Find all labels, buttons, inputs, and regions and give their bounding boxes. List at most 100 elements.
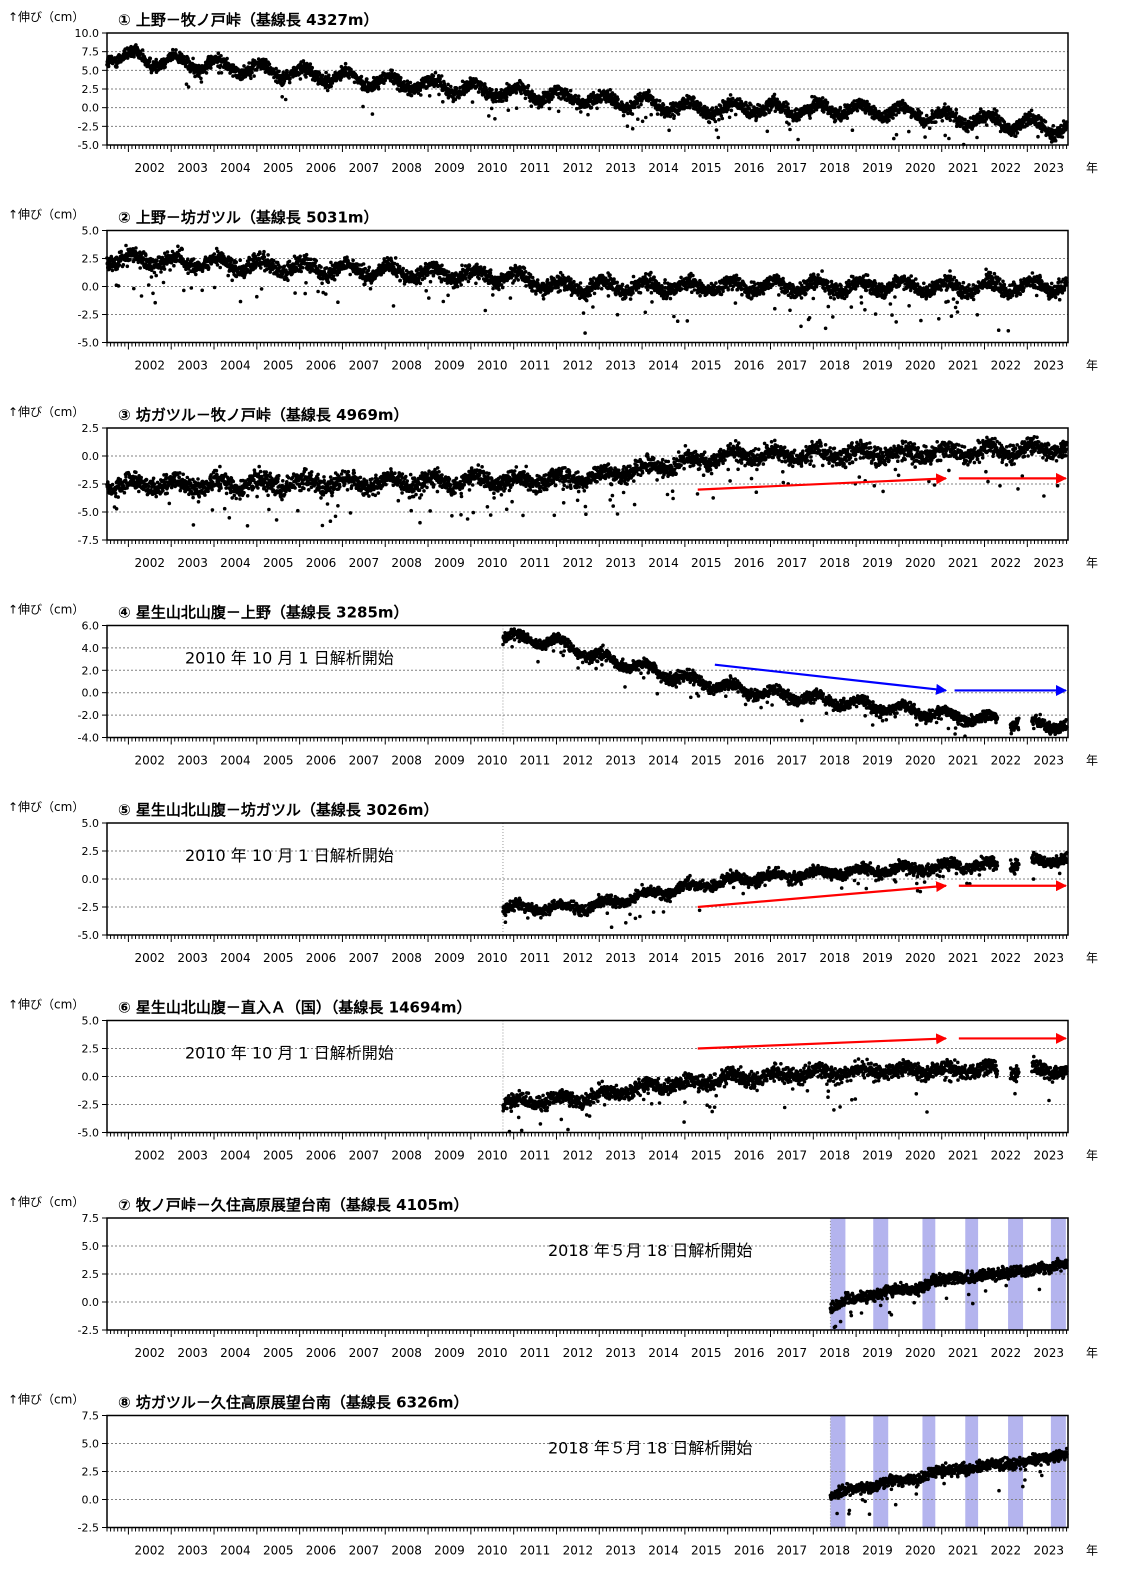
x-tick-label: 2004 bbox=[220, 161, 251, 175]
data-point bbox=[119, 249, 123, 254]
data-point bbox=[316, 289, 320, 294]
data-point bbox=[332, 277, 337, 282]
data-point bbox=[153, 300, 157, 305]
data-point bbox=[286, 278, 290, 283]
data-point bbox=[765, 129, 770, 134]
data-point bbox=[128, 257, 132, 262]
data-point bbox=[287, 80, 292, 85]
data-point bbox=[320, 73, 325, 78]
data-point bbox=[787, 122, 791, 126]
data-point bbox=[163, 65, 167, 69]
data-point bbox=[191, 257, 196, 261]
data-point bbox=[630, 126, 635, 131]
data-point bbox=[194, 272, 198, 277]
data-point bbox=[283, 97, 288, 102]
data-point bbox=[231, 74, 235, 78]
data-point bbox=[184, 82, 189, 86]
data-point bbox=[954, 107, 958, 112]
data-point bbox=[850, 128, 855, 132]
data-point bbox=[573, 93, 578, 98]
data-point bbox=[579, 110, 583, 114]
data-point bbox=[470, 100, 475, 104]
data-point bbox=[363, 282, 367, 287]
data-point bbox=[402, 80, 407, 84]
data-point bbox=[285, 69, 289, 74]
x-tick-label: 2014 bbox=[648, 161, 679, 175]
data-point bbox=[409, 93, 414, 98]
y-tick-label: 2.5 bbox=[82, 83, 100, 96]
x-tick-label: 2021 bbox=[948, 161, 979, 175]
y-tick-label: -5.0 bbox=[78, 139, 99, 152]
data-point bbox=[940, 119, 945, 123]
data-point bbox=[219, 71, 224, 75]
data-point bbox=[363, 266, 368, 271]
data-point bbox=[887, 118, 891, 123]
data-point bbox=[132, 54, 136, 59]
data-point bbox=[287, 259, 292, 264]
data-point bbox=[494, 88, 499, 92]
data-point bbox=[975, 135, 979, 140]
data-point bbox=[216, 51, 221, 55]
y-tick-label: -5.0 bbox=[78, 337, 99, 350]
data-point bbox=[299, 269, 304, 274]
data-point bbox=[419, 93, 423, 97]
data-point bbox=[300, 265, 305, 270]
data-point bbox=[796, 137, 800, 142]
data-point bbox=[692, 96, 696, 100]
data-point bbox=[304, 252, 309, 257]
data-point bbox=[655, 112, 660, 116]
data-point bbox=[1051, 124, 1056, 128]
data-point bbox=[250, 70, 254, 75]
data-point bbox=[476, 90, 481, 94]
data-point bbox=[636, 117, 640, 121]
data-point bbox=[954, 111, 959, 115]
data-point bbox=[501, 99, 505, 103]
data-point bbox=[212, 252, 217, 256]
data-point bbox=[616, 97, 620, 101]
chart-panel-1: ↑伸び（cm） ① 上野－牧ノ戸峠（基線長 4327m）10.07.55.02.5… bbox=[8, 10, 1098, 175]
data-point bbox=[174, 48, 178, 52]
data-point bbox=[303, 291, 308, 296]
y-tick-label: -2.5 bbox=[78, 120, 99, 133]
data-point bbox=[821, 110, 826, 114]
data-point bbox=[326, 280, 331, 285]
data-point bbox=[165, 250, 170, 254]
data-point bbox=[259, 266, 263, 270]
data-point bbox=[315, 74, 320, 79]
data-point bbox=[649, 112, 653, 117]
data-point bbox=[433, 70, 438, 75]
data-point bbox=[595, 106, 599, 111]
data-point bbox=[714, 128, 719, 132]
x-tick-label: 2008 bbox=[391, 161, 422, 175]
data-point bbox=[449, 84, 453, 89]
data-point bbox=[733, 112, 738, 117]
data-point bbox=[504, 95, 509, 100]
data-point bbox=[304, 75, 308, 79]
chart-title: ① 上野－牧ノ戸峠（基線長 4327m） bbox=[118, 11, 379, 29]
data-point bbox=[215, 263, 220, 267]
data-point bbox=[140, 48, 145, 52]
data-point bbox=[720, 116, 725, 121]
data-point bbox=[154, 273, 158, 278]
data-point bbox=[713, 119, 718, 124]
data-point bbox=[197, 63, 201, 68]
data-point bbox=[162, 267, 167, 271]
x-tick-label: 2016 bbox=[734, 161, 765, 175]
data-point bbox=[280, 95, 285, 99]
data-point bbox=[604, 100, 608, 104]
data-point bbox=[657, 99, 662, 103]
data-point bbox=[716, 135, 721, 140]
data-point bbox=[238, 258, 242, 263]
data-point bbox=[338, 78, 343, 82]
data-point bbox=[110, 268, 115, 273]
data-point bbox=[507, 83, 511, 87]
x-tick-label: 2012 bbox=[563, 161, 594, 175]
data-point bbox=[152, 270, 157, 275]
data-point bbox=[134, 246, 138, 250]
data-point bbox=[930, 109, 934, 113]
data-point bbox=[437, 92, 441, 97]
data-point bbox=[399, 76, 403, 80]
data-point bbox=[547, 106, 552, 111]
y-tick-label: 10.0 bbox=[75, 27, 100, 40]
